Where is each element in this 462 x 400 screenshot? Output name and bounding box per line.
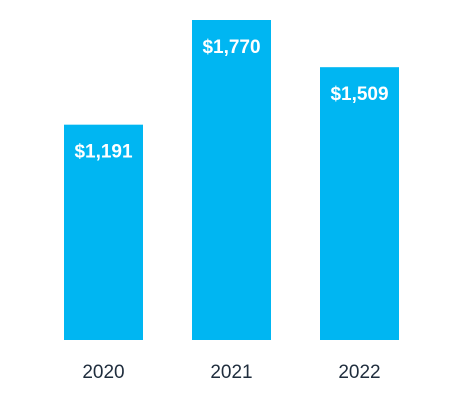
data-label-2020: $1,191 [74,142,133,163]
x-tick-label-2020: 2020 [82,362,124,383]
data-label-2021: $1,770 [202,37,260,58]
data-label-2022: $1,509 [330,84,388,105]
bar-2020 [64,124,143,340]
x-tick-label-2022: 2022 [338,362,380,383]
data-labels: $1,191 $1,770 $1,509 [74,37,388,163]
bar-2022 [320,67,399,341]
bar-2021 [192,20,271,340]
x-axis-tick-labels: 2020 2021 2022 [82,362,380,383]
bars [64,20,399,341]
x-tick-label-2021: 2021 [210,362,252,383]
